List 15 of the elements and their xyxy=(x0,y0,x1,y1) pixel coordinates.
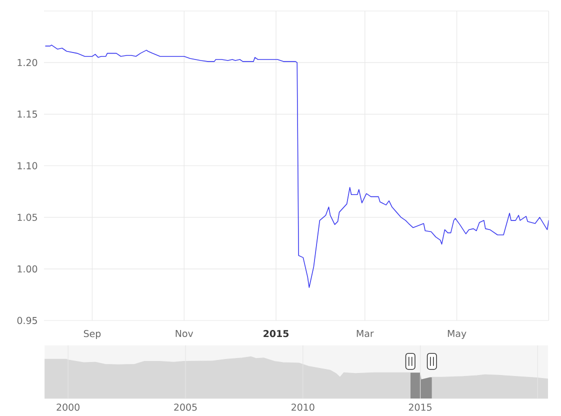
x-tick-label: 2000 xyxy=(56,404,80,411)
y-tick-label: 1.20 xyxy=(18,58,38,66)
x-tick-label: Nov xyxy=(176,330,194,338)
x-tick-label: 2015 xyxy=(408,404,432,411)
x-tick-label: 2005 xyxy=(174,404,197,411)
x-tick-label: Sep xyxy=(84,330,101,340)
x-tick-label: May xyxy=(448,330,466,339)
y-tick-label: 1.10 xyxy=(18,162,38,170)
x-tick-label: 2010 xyxy=(292,404,314,411)
y-tick-label: 1.00 xyxy=(18,265,38,272)
y-tick-label: 1.15 xyxy=(18,110,37,118)
x-tick-label: Mar xyxy=(356,330,374,338)
x-tick-label: 2015 xyxy=(264,330,289,338)
y-tick-label: 0.95 xyxy=(17,316,37,324)
y-tick-label: 1.05 xyxy=(18,214,37,221)
